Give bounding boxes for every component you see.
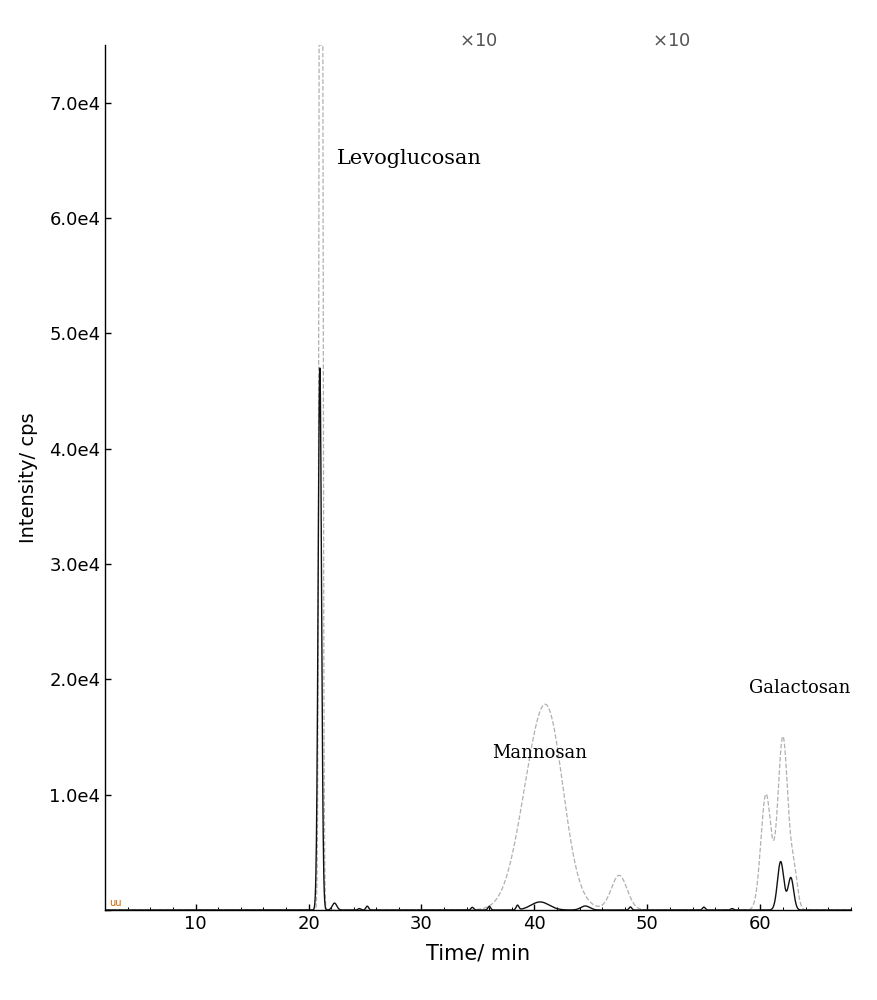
- Y-axis label: Intensity/ cps: Intensity/ cps: [19, 412, 38, 543]
- Text: Galactosan: Galactosan: [749, 679, 851, 697]
- Text: Mannosan: Mannosan: [493, 744, 588, 762]
- Text: uu: uu: [109, 898, 121, 908]
- Text: Levoglucosan: Levoglucosan: [337, 149, 481, 168]
- Text: $\times$10: $\times$10: [652, 32, 690, 50]
- X-axis label: Time/ min: Time/ min: [426, 944, 530, 964]
- Text: $\times$10: $\times$10: [459, 32, 497, 50]
